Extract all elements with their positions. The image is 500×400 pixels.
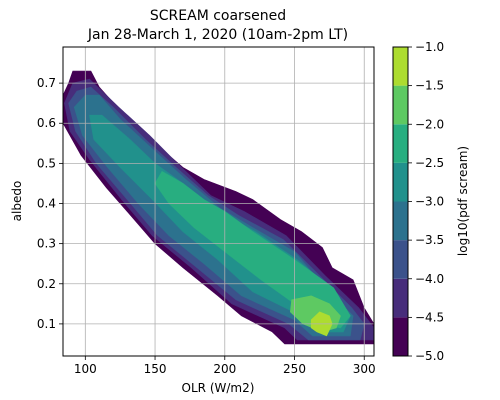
colorbar-band-2	[393, 240, 408, 279]
colorbar-tick-label-7: −1.5	[415, 79, 444, 93]
colorbar-band-3	[393, 201, 408, 241]
colorbar-tick-label-4: −3.0	[415, 195, 444, 209]
x-tick-label-1: 150	[144, 362, 167, 376]
colorbar-band-0	[393, 317, 408, 356]
colorbar-label: log10(pdf scream)	[456, 146, 470, 256]
colorbar-band-1	[393, 278, 408, 318]
y-tick-label-6: 0.7	[37, 76, 56, 90]
x-axis-label: OLR (W/m2)	[182, 381, 255, 395]
plot-area: 100 150 200 250 300 0.1 0.2 0.3 0.4 0.5 0.6 0.7	[37, 46, 376, 376]
x-tick-label-0: 100	[74, 362, 97, 376]
x-axis-ticks: 100 150 200 250 300	[74, 356, 376, 376]
colorbar-band-7	[393, 47, 408, 86]
x-tick-label-2: 200	[213, 362, 236, 376]
y-tick-label-3: 0.4	[37, 197, 56, 211]
x-tick-label-3: 250	[283, 362, 306, 376]
colorbar-tick-label-8: −1.0	[415, 40, 444, 54]
contour-layer	[62, 70, 375, 345]
grid-layer	[63, 47, 374, 356]
y-tick-label-1: 0.2	[37, 277, 56, 291]
y-tick-label-5: 0.6	[37, 116, 56, 130]
colorbar-ticks: −5.0 −4.5 −4.0 −3.5 −3.0 −2.5 −2.0 −1.5 −1.0	[408, 40, 444, 363]
colorbar-tick-label-3: −3.5	[415, 233, 444, 247]
colorbar-tick-label-5: −2.5	[415, 156, 444, 170]
colorbar-bands	[393, 47, 408, 356]
y-tick-label-2: 0.3	[37, 237, 56, 251]
y-axis-label: albedo	[10, 181, 24, 222]
y-tick-label-4: 0.5	[37, 156, 56, 170]
plot-frame	[62, 46, 375, 357]
colorbar-tick-label-6: −2.0	[415, 117, 444, 131]
y-tick-label-0: 0.1	[37, 317, 56, 331]
colorbar-tick-label-2: −4.0	[415, 272, 444, 286]
colorbar-band-5	[393, 124, 408, 163]
y-axis-ticks: 0.1 0.2 0.3 0.4 0.5 0.6 0.7	[37, 76, 63, 331]
colorbar-band-4	[393, 162, 408, 202]
chart-title-line2: Jan 28-March 1, 2020 (10am-2pm LT)	[87, 27, 348, 43]
colorbar-tick-label-0: −5.0	[415, 349, 444, 363]
colorbar-band-6	[393, 85, 408, 125]
contour-band-5	[154, 170, 351, 329]
colorbar: −5.0 −4.5 −4.0 −3.5 −3.0 −2.5 −2.0 −1.5 −1.0	[392, 40, 444, 363]
colorbar-tick-label-1: −4.5	[415, 310, 444, 324]
x-tick-label-4: 300	[353, 362, 376, 376]
chart-title-line1: SCREAM coarsened	[150, 8, 286, 24]
